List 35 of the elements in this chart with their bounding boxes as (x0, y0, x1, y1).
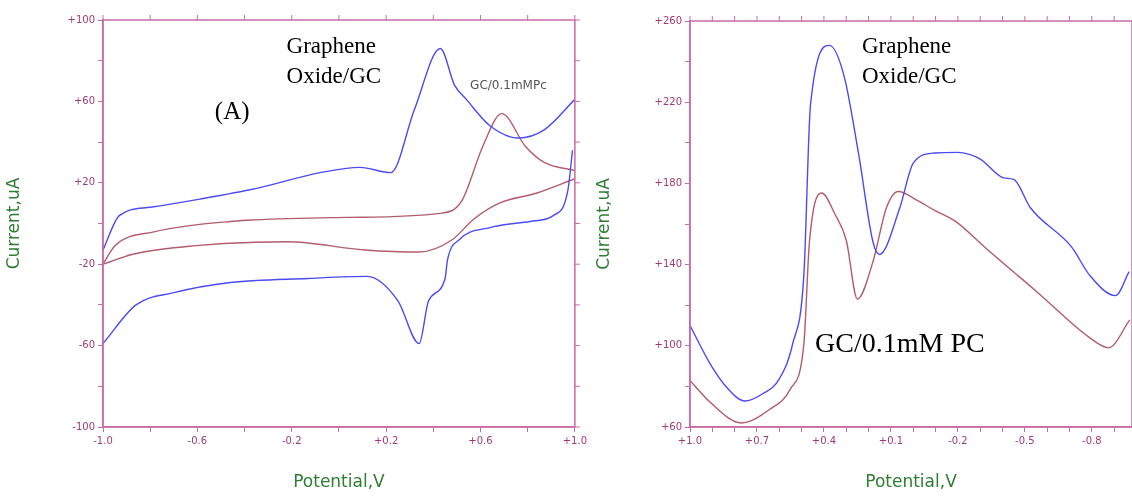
x-axis-title: Potential,V (293, 471, 386, 492)
y-axis-title: Current,uA (592, 177, 613, 270)
y-tick-label: -20 (78, 257, 95, 269)
x-tick-label: +0.1 (878, 434, 904, 446)
line-series (690, 190, 1131, 424)
y-tick-label: -100 (72, 420, 95, 432)
x-tick-label: +1.0 (677, 434, 703, 446)
x-tick-label: +0.4 (811, 434, 837, 446)
x-tick-label: -0.6 (187, 434, 208, 446)
y-tick-label: +260 (654, 14, 682, 26)
x-tick-label: +0.7 (744, 434, 770, 446)
y-tick-label: +180 (654, 176, 682, 188)
y-tick-label: +220 (654, 95, 682, 107)
x-tick-label: +0.2 (373, 434, 399, 446)
y-tick-label: +100 (67, 13, 95, 25)
x-tick-label: +1.0 (562, 434, 588, 446)
annotation: Graphene Oxide/GC (861, 32, 957, 88)
y-tick-label: +100 (654, 339, 682, 351)
x-tick-label: -0.5 (1015, 434, 1035, 446)
x-tick-label: -1.0 (93, 434, 113, 446)
annotation: GC/0.1mMPc (470, 77, 547, 92)
x-tick-label: -0.2 (948, 434, 968, 446)
y-tick-label: +60 (660, 420, 682, 432)
annotation: Graphene Oxide/GC (286, 32, 382, 88)
annotation: GC/0.1mM PC (815, 327, 985, 359)
x-tick-label: -0.2 (281, 434, 302, 446)
y-axis-title: Current,uA (2, 177, 23, 270)
x-axis-title: Potential,V (865, 471, 958, 492)
y-tick-label: -60 (78, 339, 95, 351)
x-tick-label: +0.6 (468, 434, 493, 446)
y-tick-label: +60 (73, 94, 95, 106)
y-tick-label: +140 (654, 258, 682, 270)
x-tick-label: -0.8 (1082, 434, 1102, 446)
annotation: (A) (214, 97, 250, 126)
y-tick-label: +20 (73, 176, 95, 188)
